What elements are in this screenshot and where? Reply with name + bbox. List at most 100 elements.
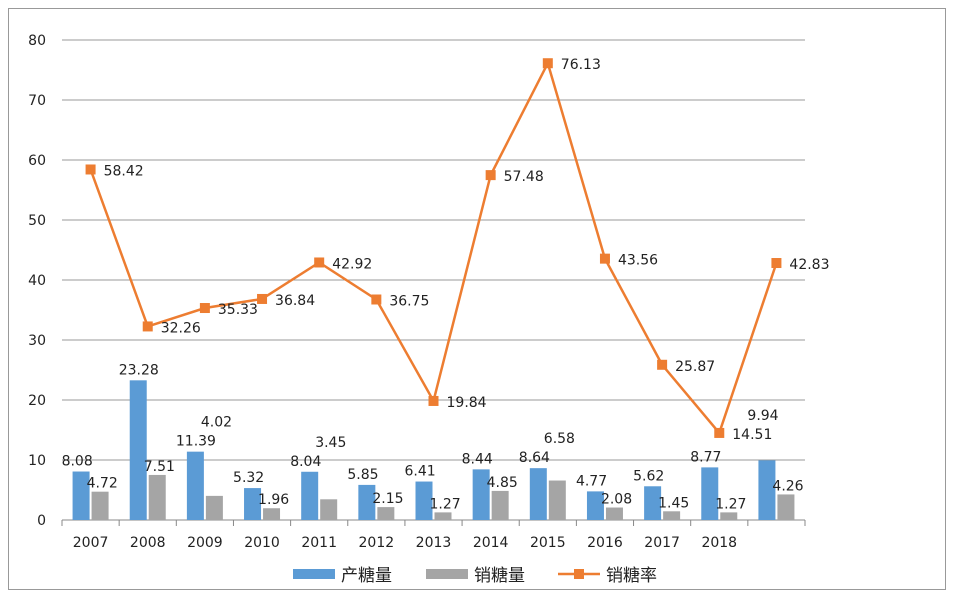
y-tick-label: 80 bbox=[28, 33, 46, 49]
bar-销糖量 bbox=[491, 490, 509, 520]
x-tick-label: 2011 bbox=[301, 535, 337, 551]
data-label: 2.08 bbox=[601, 492, 632, 508]
bar-销糖量 bbox=[263, 508, 281, 520]
data-label: 4.72 bbox=[87, 476, 118, 492]
y-tick-label: 50 bbox=[28, 213, 46, 229]
data-label: 8.04 bbox=[290, 454, 321, 470]
data-label: 25.87 bbox=[675, 359, 715, 375]
y-tick-label: 60 bbox=[28, 153, 46, 169]
bar-销糖量 bbox=[205, 495, 223, 520]
data-label: 4.77 bbox=[576, 473, 607, 489]
bar-销糖量 bbox=[434, 512, 452, 520]
bar-销糖量 bbox=[91, 491, 109, 520]
bar-产糖量 bbox=[358, 484, 376, 520]
x-tick-label: 2015 bbox=[530, 535, 566, 551]
y-tick-label: 70 bbox=[28, 93, 46, 109]
line-marker bbox=[657, 359, 668, 370]
data-label: 3.45 bbox=[315, 435, 346, 451]
data-label: 5.32 bbox=[233, 470, 264, 486]
legend-label: 产糖量 bbox=[341, 566, 392, 586]
bar-销糖量 bbox=[148, 474, 166, 520]
bar-产糖量 bbox=[415, 481, 433, 520]
bar-产糖量 bbox=[472, 469, 490, 520]
data-label: 4.26 bbox=[772, 478, 803, 494]
bar-产糖量 bbox=[529, 468, 547, 520]
y-tick-label: 30 bbox=[28, 333, 46, 349]
data-label: 4.85 bbox=[487, 475, 518, 491]
data-label: 42.83 bbox=[789, 257, 829, 273]
line-marker bbox=[257, 293, 268, 304]
line-marker bbox=[371, 294, 382, 305]
bar-产糖量 bbox=[186, 451, 204, 520]
legend-label: 销糖量 bbox=[474, 566, 525, 586]
line-销糖率 bbox=[89, 59, 778, 436]
data-label: 2.15 bbox=[372, 491, 403, 507]
x-tick-label: 2016 bbox=[587, 535, 623, 551]
bar-销糖量 bbox=[605, 507, 623, 520]
y-tick-label: 40 bbox=[28, 273, 46, 289]
bar-销糖量 bbox=[777, 494, 795, 520]
line-marker bbox=[599, 253, 610, 264]
data-label: 4.02 bbox=[201, 415, 232, 431]
line-marker bbox=[714, 427, 725, 438]
data-label: 1.96 bbox=[258, 492, 289, 508]
line-marker bbox=[771, 258, 782, 269]
bar-销糖量 bbox=[320, 499, 338, 520]
data-label: 57.48 bbox=[504, 169, 544, 185]
line-marker bbox=[428, 395, 439, 406]
data-label: 36.75 bbox=[389, 294, 429, 310]
legend-label: 销糖率 bbox=[606, 566, 657, 586]
x-tick-label: 2013 bbox=[416, 535, 452, 551]
legend-marker bbox=[574, 569, 584, 579]
x-tick-label: 2009 bbox=[187, 535, 223, 551]
x-tick-label: 2010 bbox=[244, 535, 280, 551]
data-label: 76.13 bbox=[561, 57, 601, 73]
bar-销糖量 bbox=[663, 511, 681, 520]
bar-产糖量 bbox=[586, 491, 604, 520]
x-tick-label: 2012 bbox=[359, 535, 395, 551]
data-label: 6.41 bbox=[405, 464, 436, 480]
bar-产糖量 bbox=[758, 460, 776, 520]
x-tick-label: 2007 bbox=[73, 535, 109, 551]
data-label: 6.58 bbox=[544, 431, 575, 447]
data-label: 5.62 bbox=[633, 468, 664, 484]
x-tick-label: 2008 bbox=[130, 535, 166, 551]
data-label: 19.84 bbox=[447, 395, 487, 411]
data-label: 14.51 bbox=[732, 427, 772, 443]
line-marker bbox=[542, 58, 553, 69]
bar-销糖量 bbox=[377, 507, 395, 520]
x-tick-label: 2014 bbox=[473, 535, 509, 551]
data-label: 35.33 bbox=[218, 302, 258, 318]
legend-swatch bbox=[426, 569, 468, 579]
y-tick-label: 0 bbox=[37, 513, 46, 529]
y-tick-label: 10 bbox=[28, 453, 46, 469]
data-label: 1.27 bbox=[430, 496, 461, 512]
bar-产糖量 bbox=[129, 380, 147, 520]
bar-产糖量 bbox=[701, 467, 719, 520]
data-label: 58.42 bbox=[104, 163, 144, 179]
legend-swatch bbox=[293, 569, 335, 579]
data-label: 8.44 bbox=[462, 451, 493, 467]
y-tick-label: 20 bbox=[28, 393, 46, 409]
line-marker bbox=[142, 321, 153, 332]
data-label: 7.51 bbox=[144, 459, 175, 475]
line-marker bbox=[199, 303, 210, 314]
data-label: 8.08 bbox=[62, 454, 93, 470]
data-label: 9.94 bbox=[747, 408, 778, 424]
data-label: 11.39 bbox=[176, 434, 216, 450]
bar-产糖量 bbox=[72, 471, 90, 520]
data-label: 1.45 bbox=[658, 495, 689, 511]
data-label: 5.85 bbox=[347, 467, 378, 483]
x-tick-label: 2017 bbox=[644, 535, 680, 551]
bar-产糖量 bbox=[644, 486, 662, 520]
data-label: 32.26 bbox=[161, 320, 201, 336]
bar-产糖量 bbox=[301, 471, 319, 520]
data-label: 36.84 bbox=[275, 293, 315, 309]
bar-销糖量 bbox=[720, 512, 738, 520]
bar-销糖量 bbox=[548, 480, 566, 520]
chart-frame bbox=[8, 8, 946, 590]
data-label: 8.64 bbox=[519, 450, 550, 466]
line-marker bbox=[485, 170, 496, 181]
x-tick-label: 2018 bbox=[701, 535, 737, 551]
